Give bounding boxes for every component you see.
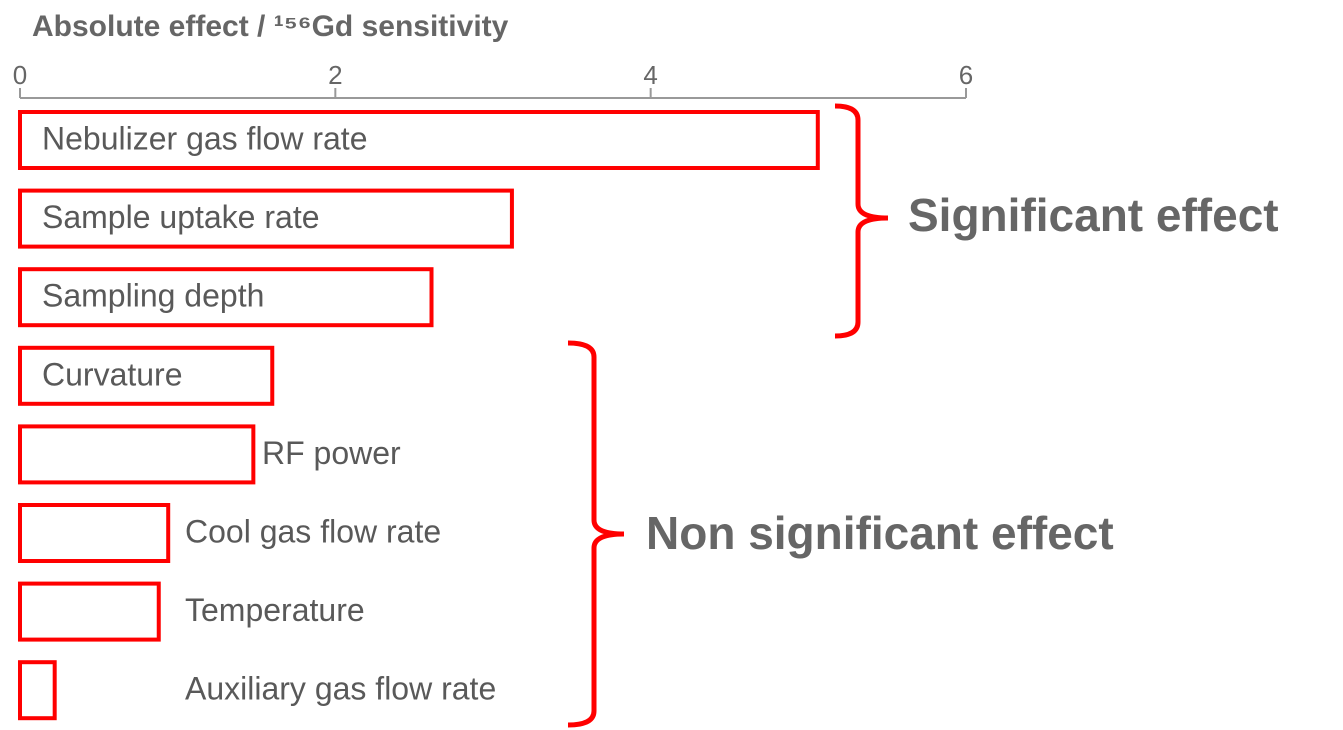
bar-label: Nebulizer gas flow rate [42,120,367,156]
bar-label: Cool gas flow rate [185,513,441,549]
bar-label: Sampling depth [42,278,264,314]
bar [18,188,514,249]
x-tick-label: 4 [643,60,657,90]
bracket [567,340,625,728]
bar [18,424,256,485]
annotation: Non significant effect [646,507,1114,559]
bar-label: Curvature [42,356,183,392]
bar [18,660,57,721]
bar-label: Auxiliary gas flow rate [185,671,496,707]
bracket [834,103,889,339]
x-tick-label: 0 [13,60,27,90]
bar-label: Temperature [185,592,365,628]
x-tick-label: 6 [959,60,973,90]
annotation: Significant effect [908,189,1279,241]
chart-title: Absolute effect / ¹⁵⁶Gd sensitivity [32,10,509,43]
bar-label: Sample uptake rate [42,199,320,235]
bar [18,345,275,406]
bar [18,110,820,170]
bar [18,581,161,642]
x-tick-label: 2 [328,60,342,90]
bar-label: RF power [262,435,401,471]
bar [18,503,171,563]
bar [18,267,434,328]
